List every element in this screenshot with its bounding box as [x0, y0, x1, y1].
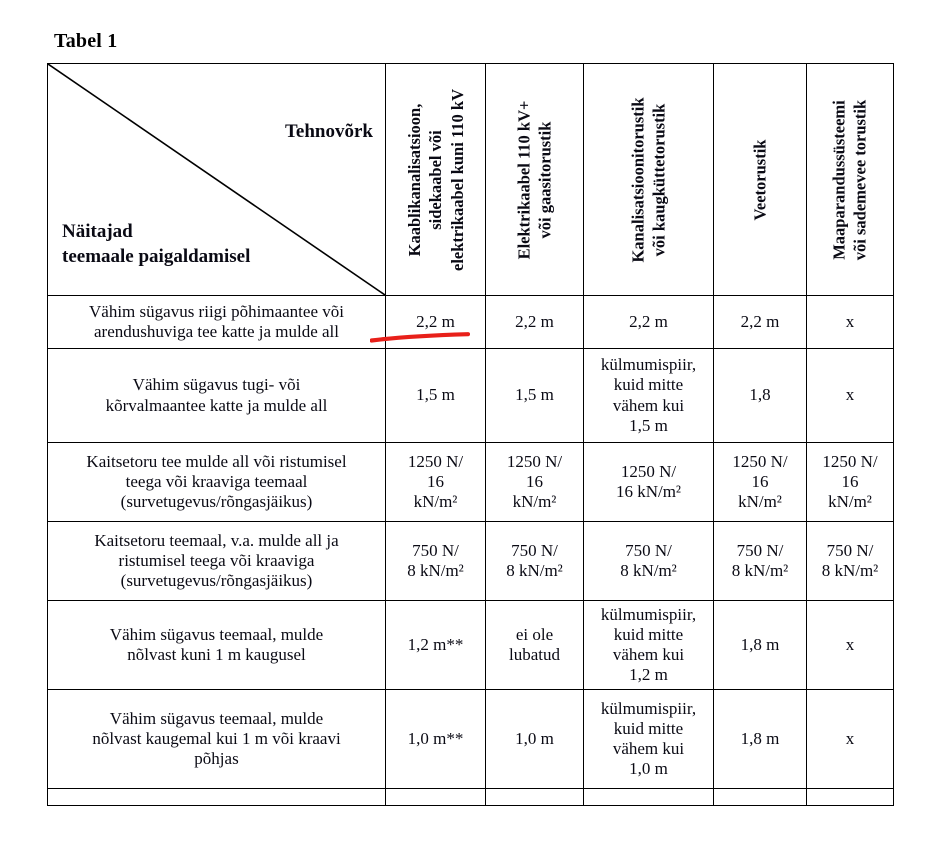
page-title: Tabel 1 [54, 30, 118, 52]
table-header-row: Tehnovõrk Näitajad teemaale paigaldamisel… [47, 63, 894, 296]
cell-r1-kaablikanalisatsioon: 2,2 m [385, 295, 486, 349]
cell-r6-kaablikanalisatsioon: 1,0 m** [385, 689, 486, 789]
cell-r3-elektrikaabel: 1250 N/ 16 kN/m² [485, 442, 584, 522]
row-label: Kaitsetoru tee mulde all või ristumisel … [47, 442, 386, 522]
cell-r4-maaparandus: 750 N/ 8 kN/m² [806, 521, 894, 601]
cell-r3-kanalisatsioon: 1250 N/ 16 kN/m² [583, 442, 714, 522]
row-label: Vähim sügavus teemaal, mulde nõlvast kau… [47, 689, 386, 789]
cell-r7-maaparandus [806, 788, 894, 806]
cell-r3-maaparandus: 1250 N/ 16 kN/m² [806, 442, 894, 522]
table-row: Vähim sügavus riigi põhimaantee või aren… [47, 295, 894, 349]
column-header-label: Maaparandussüsteemi või sademevee torust… [829, 99, 870, 260]
cell-r4-veetorustik: 750 N/ 8 kN/m² [713, 521, 807, 601]
table-row [47, 788, 894, 806]
cell-r2-maaparandus: x [806, 348, 894, 443]
cell-r6-kanalisatsioon: külmumispiir, kuid mitte vähem kui 1,0 m [583, 689, 714, 789]
cell-r2-kaablikanalisatsioon: 1,5 m [385, 348, 486, 443]
cell-r5-kanalisatsioon: külmumispiir, kuid mitte vähem kui 1,2 m [583, 600, 714, 690]
column-header-veetorustik: Veetorustik [713, 63, 807, 296]
corner-top-label: Tehnovõrk [285, 121, 373, 142]
cell-r2-kanalisatsioon: külmumispiir, kuid mitte vähem kui 1,5 m [583, 348, 714, 443]
column-header-kaablikanalisatsioon: Kaablikanalisatsioon, sidekaabel või ele… [385, 63, 486, 296]
cell-r5-kaablikanalisatsioon: 1,2 m** [385, 600, 486, 690]
table-row: Vähim sügavus teemaal, mulde nõlvast kau… [47, 689, 894, 789]
cell-r5-elektrikaabel: ei ole lubatud [485, 600, 584, 690]
cell-r5-veetorustik: 1,8 m [713, 600, 807, 690]
table-row: Vähim sügavus tugi- või kõrvalmaantee ka… [47, 348, 894, 443]
cell-r3-veetorustik: 1250 N/ 16 kN/m² [713, 442, 807, 522]
row-label: Vähim sügavus riigi põhimaantee või aren… [47, 295, 386, 349]
row-label [47, 788, 386, 806]
column-header-maaparandus: Maaparandussüsteemi või sademevee torust… [806, 63, 894, 296]
table-row: Kaitsetoru teemaal, v.a. mulde all ja ri… [47, 521, 894, 601]
row-label: Kaitsetoru teemaal, v.a. mulde all ja ri… [47, 521, 386, 601]
cell-r1-maaparandus: x [806, 295, 894, 349]
cell-r6-maaparandus: x [806, 689, 894, 789]
row-label: Vähim sügavus tugi- või kõrvalmaantee ka… [47, 348, 386, 443]
cell-r1-kanalisatsioon: 2,2 m [583, 295, 714, 349]
diagonal-split-icon [48, 64, 385, 295]
column-header-label: Kanalisatsioonitorustik või kaugküttetor… [628, 96, 669, 263]
column-header-label: Elektrikaabel 110 kV+ või gaasitorustik [514, 100, 555, 259]
column-header-kanalisatsioon: Kanalisatsioonitorustik või kaugküttetor… [583, 63, 714, 296]
cell-r3-kaablikanalisatsioon: 1250 N/ 16 kN/m² [385, 442, 486, 522]
column-header-elektrikaabel: Elektrikaabel 110 kV+ või gaasitorustik [485, 63, 584, 296]
cell-r2-veetorustik: 1,8 [713, 348, 807, 443]
corner-header-cell: Tehnovõrk Näitajad teemaale paigaldamisel [47, 63, 386, 296]
cell-r4-kaablikanalisatsioon: 750 N/ 8 kN/m² [385, 521, 486, 601]
corner-bottom-label: Näitajad teemaale paigaldamisel [62, 220, 251, 268]
row-label: Vähim sügavus teemaal, mulde nõlvast kun… [47, 600, 386, 690]
cell-r4-elektrikaabel: 750 N/ 8 kN/m² [485, 521, 584, 601]
cell-r2-elektrikaabel: 1,5 m [485, 348, 584, 443]
table-row: Vähim sügavus teemaal, mulde nõlvast kun… [47, 600, 894, 690]
cell-r6-veetorustik: 1,8 m [713, 689, 807, 789]
cell-r7-elektrikaabel [485, 788, 584, 806]
column-header-label: Veetorustik [750, 139, 770, 220]
cell-r5-maaparandus: x [806, 600, 894, 690]
cell-r7-kanalisatsioon [583, 788, 714, 806]
tabel-1: Tehnovõrk Näitajad teemaale paigaldamisel… [47, 63, 894, 806]
tabel-1-table-wrapper: Tehnovõrk Näitajad teemaale paigaldamisel… [47, 63, 894, 806]
cell-r4-kanalisatsioon: 750 N/ 8 kN/m² [583, 521, 714, 601]
cell-r6-elektrikaabel: 1,0 m [485, 689, 584, 789]
cell-r1-elektrikaabel: 2,2 m [485, 295, 584, 349]
cell-r7-veetorustik [713, 788, 807, 806]
column-header-label: Kaablikanalisatsioon, sidekaabel või ele… [404, 88, 467, 271]
cell-r1-veetorustik: 2,2 m [713, 295, 807, 349]
cell-r7-kaablikanalisatsioon [385, 788, 486, 806]
table-row: Kaitsetoru tee mulde all või ristumisel … [47, 442, 894, 522]
table-body: Tehnovõrk Näitajad teemaale paigaldamisel… [47, 63, 894, 806]
